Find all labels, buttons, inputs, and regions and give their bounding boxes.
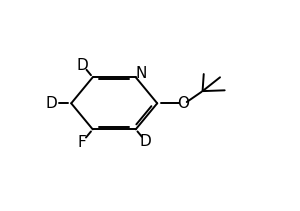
Text: D: D [77, 58, 88, 73]
Text: F: F [78, 135, 86, 150]
Text: N: N [135, 66, 146, 81]
Text: D: D [45, 96, 57, 111]
Text: D: D [140, 134, 152, 149]
Text: O: O [177, 96, 189, 111]
